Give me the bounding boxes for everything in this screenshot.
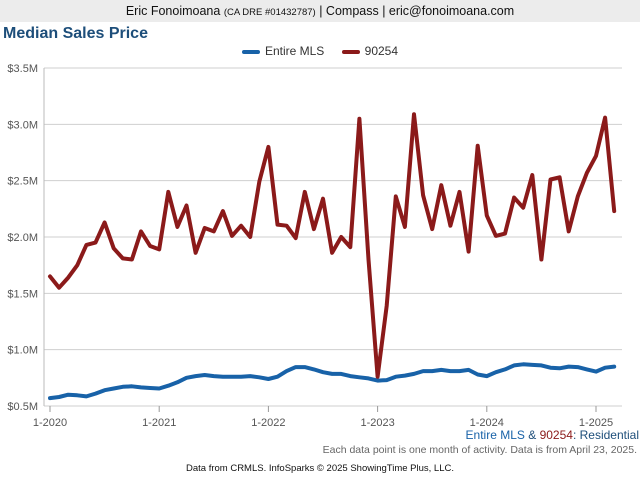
- y-tick-label: $2.0M: [7, 232, 38, 244]
- y-tick-label: $3.0M: [7, 119, 38, 131]
- y-tick-label: $2.5M: [7, 176, 38, 188]
- series-line-90254: [48, 112, 617, 379]
- caption-90254: 90254: [539, 428, 573, 442]
- legend-item-90254[interactable]: 90254: [341, 44, 399, 58]
- footer-credit: Data from CRMLS. InfoSparks © 2025 Showi…: [185, 463, 454, 474]
- chart-title: Median Sales Price: [3, 25, 148, 42]
- legend-swatch-90254: [341, 49, 360, 54]
- data-note: Each data point is one month of activity…: [322, 444, 637, 456]
- series-line-entire-mls: [48, 362, 617, 401]
- y-tick-label: $1.0M: [7, 345, 38, 357]
- legend-label-90254: 90254: [364, 44, 399, 58]
- x-tick-label: 1-2020: [33, 417, 67, 429]
- series-caption: Entire MLS & 90254: Residential: [466, 428, 639, 442]
- chart-legend: Entire MLS 90254: [0, 44, 640, 58]
- legend-swatch-entire-mls: [241, 49, 260, 54]
- caption-suffix: : Residential: [572, 428, 639, 442]
- x-tick-label: 1-2024: [470, 417, 504, 429]
- x-tick-label: 1-2023: [360, 417, 394, 429]
- agent-contact: | Compass | eric@fonoimoana.com: [319, 4, 515, 18]
- agent-name: Eric Fonoimoana: [125, 4, 221, 18]
- x-tick-label: 1-2022: [251, 417, 285, 429]
- header-bar: Eric Fonoimoana (CA DRE #01432787) | Com…: [0, 0, 640, 22]
- x-tick-label: 1-2021: [142, 417, 176, 429]
- legend-item-entire-mls[interactable]: Entire MLS: [241, 44, 325, 58]
- y-tick-label: $3.5M: [7, 63, 38, 75]
- y-tick-label: $0.5M: [7, 401, 38, 413]
- caption-amp: &: [524, 428, 540, 442]
- caption-entire-mls: Entire MLS: [465, 428, 525, 442]
- y-tick-label: $1.5M: [7, 288, 38, 300]
- x-tick-label: 1-2025: [579, 417, 613, 429]
- dre-number: (CA DRE #01432787): [223, 7, 316, 18]
- legend-label-entire-mls: Entire MLS: [264, 44, 325, 58]
